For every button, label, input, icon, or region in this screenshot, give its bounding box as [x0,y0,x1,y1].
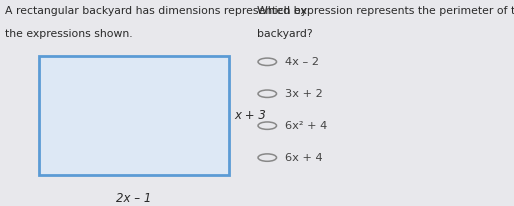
Text: x + 3: x + 3 [234,109,266,122]
Text: 6x + 4: 6x + 4 [285,153,323,163]
Bar [39,56,229,175]
Text: 3x + 2: 3x + 2 [285,89,323,99]
Text: A rectangular backyard has dimensions represented by: A rectangular backyard has dimensions re… [5,6,307,16]
Text: backyard?: backyard? [257,29,313,39]
Text: 2x – 1: 2x – 1 [116,192,151,205]
Text: 6x² + 4: 6x² + 4 [285,121,327,131]
Text: 4x – 2: 4x – 2 [285,57,319,67]
Text: Which expression represents the perimeter of the: Which expression represents the perimete… [257,6,514,16]
Text: the expressions shown.: the expressions shown. [5,29,133,39]
